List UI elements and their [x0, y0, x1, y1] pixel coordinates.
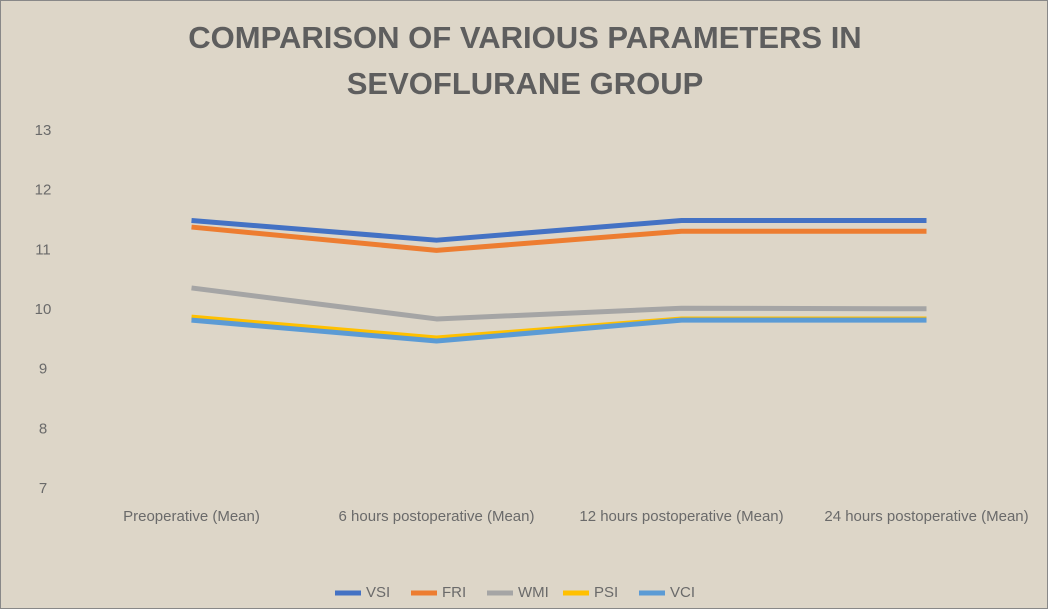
legend-label: WMI: [518, 584, 549, 601]
y-tick-label: 13: [35, 122, 52, 139]
legend-label: VSI: [366, 584, 390, 601]
legend-label: VCI: [670, 584, 695, 601]
y-tick-label: 7: [39, 480, 47, 497]
x-tick-label: 24 hours postoperative (Mean): [824, 508, 1029, 525]
x-tick-label: 6 hours postoperative (Mean): [338, 508, 535, 525]
line: [191, 317, 927, 344]
line: [191, 224, 927, 253]
line: [191, 218, 927, 243]
x-tick-label: 12 hours postoperative (Mean): [579, 508, 784, 525]
legend-label: PSI: [594, 584, 618, 601]
y-tick-label: 9: [39, 361, 47, 378]
x-tick-label: Preoperative (Mean): [123, 508, 260, 525]
line: [191, 285, 927, 322]
legend-label: FRI: [442, 584, 466, 601]
chart-title: COMPARISON OF VARIOUS PARAMETERS IN SEVO…: [188, 20, 862, 101]
y-tick-label: 8: [39, 420, 47, 437]
y-tick-label: 12: [35, 182, 52, 199]
y-tick-label: 10: [35, 301, 52, 318]
y-tick-label: 11: [35, 241, 51, 258]
